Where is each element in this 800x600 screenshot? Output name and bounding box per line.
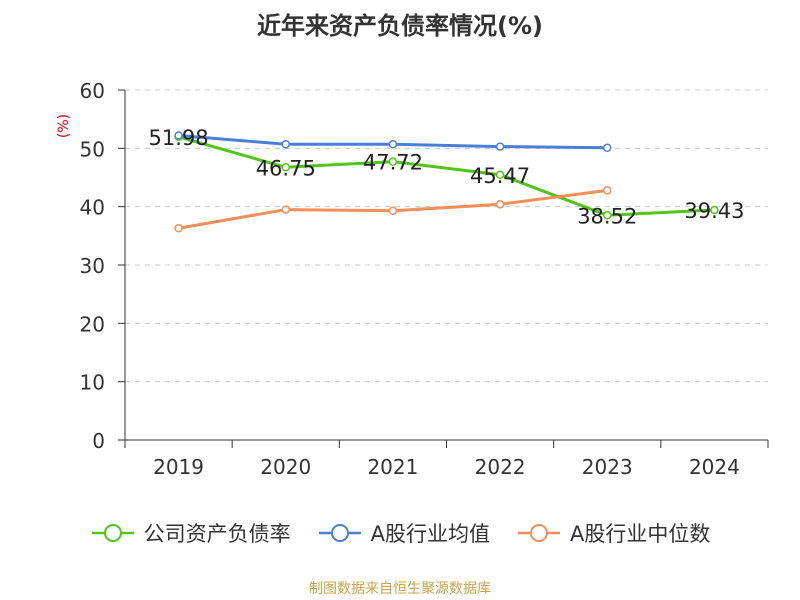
x-tick-label: 2021 [367,455,418,479]
data-point [388,206,398,215]
legend-marker-icon [318,524,361,542]
legend-item[interactable]: 公司资产负债率 [90,518,291,548]
data-point [281,140,290,149]
data-point [281,163,290,172]
chart-title: 近年来资产负债率情况(%) [257,12,543,40]
legend-circle [330,524,349,542]
series-line [178,135,715,217]
legend-marker-icon [518,524,560,542]
data-label: 47.72 [363,151,423,175]
data-point [174,131,183,140]
data-point [603,186,612,195]
legend-label: A股行业均值 [370,522,490,546]
legend-item[interactable]: A股行业中位数 [516,518,710,548]
legend-marker-icon [91,524,134,542]
data-point [603,143,612,152]
data-label: 45.47 [470,164,530,188]
y-tick-label: 30 [80,254,105,278]
series-lines [174,131,719,233]
data-point [495,142,505,151]
data-point [710,205,719,215]
data-label: 39.43 [684,199,744,223]
legend-label: A股行业中位数 [570,522,711,546]
legend-item[interactable]: A股行业均值 [317,518,490,548]
y-axis-label: (%) [56,114,72,138]
source-note: 制图数据来自恒生聚源数据库 [309,581,491,597]
data-point [495,200,505,209]
data-point [388,157,398,166]
y-tick-label: 20 [80,312,105,336]
axes: 0 10 20 30 40 50 60 2019 2020 2021 2022 2023 2024 [80,79,769,479]
data-point [495,170,505,180]
x-tick-label: 2024 [689,455,740,479]
data-label: 51.98 [149,126,209,150]
y-tick-label: 40 [80,196,105,220]
x-tick-label: 2019 [153,455,204,479]
y-tick-label: 0 [92,429,105,453]
data-label: 38.52 [577,204,637,228]
grid-lines [125,89,768,383]
data-point [388,140,398,149]
y-tick-label: 60 [80,79,105,103]
legend-circle [103,524,122,542]
legend: 公司资产负债率 A股行业均值 A股行业中位数 [0,518,800,548]
x-tick-label: 2020 [260,455,311,479]
x-tick-label: 2022 [475,455,526,479]
data-labels: 51.98 46.75 47.72 45.47 38.52 39.43 [149,126,745,229]
legend-circle [530,524,548,542]
y-tick-label: 50 [80,137,105,161]
y-tick-label: 10 [80,371,105,395]
data-point [281,205,290,214]
x-tick-label: 2023 [582,455,633,479]
data-label: 46.75 [256,156,316,180]
data-point [174,224,183,233]
data-point [603,211,612,220]
legend-label: 公司资产负债率 [143,522,291,546]
